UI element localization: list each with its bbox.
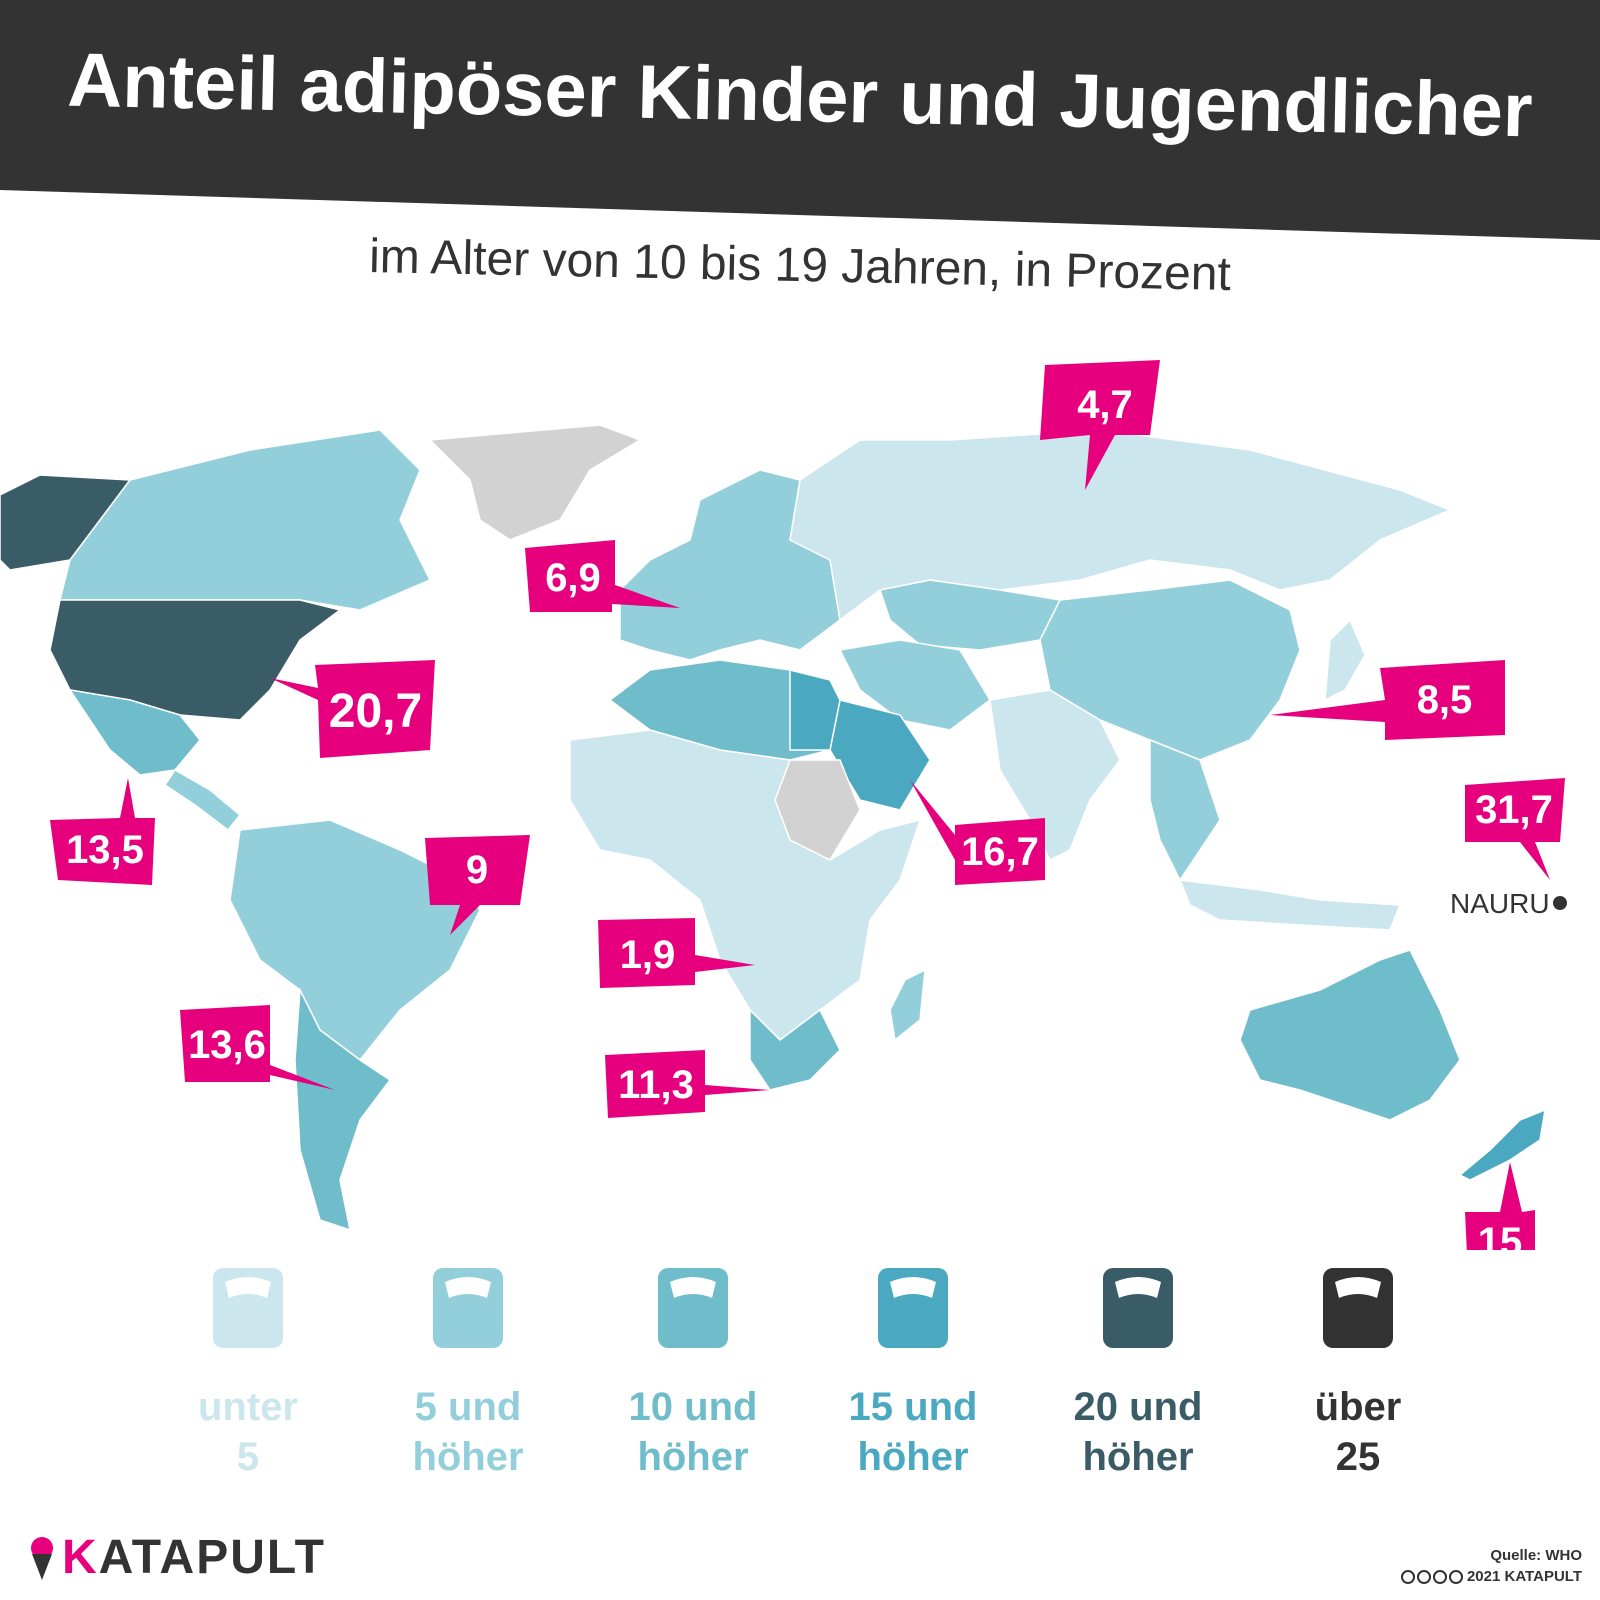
callout-nauru <box>1465 778 1567 910</box>
callout-argentina <box>180 1005 335 1090</box>
region-brazil <box>229 819 481 1062</box>
legend-item-2: 10 und höher <box>613 1268 773 1482</box>
scale-icon <box>878 1268 948 1348</box>
scale-icon <box>213 1268 283 1348</box>
region-south-africa <box>749 1008 841 1091</box>
legend-line2: 5 <box>236 1435 260 1479</box>
region-egypt <box>789 669 841 751</box>
region-new-zealand <box>1458 1108 1546 1181</box>
scale-icon <box>1323 1268 1393 1348</box>
callout-south-africa <box>605 1050 770 1118</box>
legend-item-1: 5 und höher <box>388 1268 548 1482</box>
legend-line2: 25 <box>1335 1435 1381 1479</box>
region-canada <box>59 429 432 611</box>
legend-item-0: unter 5 <box>168 1268 328 1482</box>
callout-label-china: 8,5 <box>1416 678 1473 722</box>
region-usa <box>49 599 342 721</box>
callout-label-south-africa: 11,3 <box>618 1063 694 1107</box>
scale-icon <box>658 1268 728 1348</box>
legend-line2: höher <box>857 1435 969 1479</box>
region-greenland <box>428 424 642 541</box>
region-australia <box>1239 949 1461 1121</box>
legend-line1: 5 und <box>414 1385 522 1429</box>
region-argentina <box>294 987 392 1232</box>
region-indonesia <box>1178 879 1402 931</box>
callout-label-central-africa: 1,9 <box>619 933 676 977</box>
cc-license-icon <box>1400 1570 1463 1585</box>
callout-new-zealand <box>1465 1162 1535 1250</box>
region-central-asia <box>879 579 1062 651</box>
legend-line1: über <box>1314 1385 1402 1429</box>
callout-label-new-zealand: 15 <box>1477 1220 1523 1264</box>
callout-saudi <box>910 780 1045 885</box>
region-southeast-asia <box>1149 738 1221 882</box>
logo-k: K <box>62 1531 99 1584</box>
legend-item-3: 15 und höher <box>833 1268 993 1482</box>
region-iran <box>838 639 991 731</box>
callout-label-mexico: 13,5 <box>66 828 144 872</box>
nauru-label: NAURU <box>1450 888 1550 919</box>
callout-brazil <box>425 835 530 935</box>
region-india <box>989 689 1121 862</box>
callout-russia <box>1040 360 1160 490</box>
callout-label-brazil: 9 <box>465 848 489 892</box>
page-subtitle: im Alter von 10 bis 19 Jahren, in Prozen… <box>368 229 1232 302</box>
legend-line1: unter <box>198 1385 298 1429</box>
legend-line2: höher <box>637 1435 749 1479</box>
katapult-logo: K ATAPULT <box>30 1530 326 1585</box>
legend-item-4: 20 und höher <box>1058 1268 1218 1482</box>
callout-usa <box>270 660 435 758</box>
callout-china <box>1270 660 1505 740</box>
callout-label-usa: 20,7 <box>328 685 423 738</box>
copyright-text: 2021 KATAPULT <box>1466 1568 1582 1585</box>
legend-line1: 10 und <box>628 1385 758 1429</box>
region-sub-saharan-africa <box>569 729 922 1041</box>
callout-label-russia: 4,7 <box>1077 383 1133 427</box>
legend-line1: 15 und <box>848 1385 978 1429</box>
scale-icon <box>433 1268 503 1348</box>
region-japan <box>1324 618 1366 702</box>
region-madagascar <box>889 968 926 1042</box>
callout-label-europe: 6,9 <box>545 556 601 600</box>
callout-label-saudi: 16,7 <box>961 830 1039 874</box>
callout-central-africa <box>598 918 755 988</box>
legend-line2: höher <box>412 1435 524 1479</box>
callout-label-argentina: 13,6 <box>188 1023 266 1067</box>
world-map <box>0 360 1567 1250</box>
legend-line2: höher <box>1082 1435 1194 1479</box>
source-block: Quelle: WHO 2021 KATAPULT <box>1400 1545 1582 1587</box>
legend-line1: 20 und <box>1073 1385 1203 1429</box>
callout-mexico <box>50 778 155 885</box>
callout-label-nauru: 31,7 <box>1475 788 1553 832</box>
region-central-america <box>163 769 242 832</box>
source-text: Quelle: WHO <box>1490 1547 1582 1564</box>
logo-rest: ATAPULT <box>98 1531 326 1584</box>
scale-icon <box>1103 1268 1173 1348</box>
legend-item-5: über 25 <box>1278 1268 1438 1482</box>
callout-europe <box>525 540 680 612</box>
ice-cream-icon <box>31 1536 53 1580</box>
